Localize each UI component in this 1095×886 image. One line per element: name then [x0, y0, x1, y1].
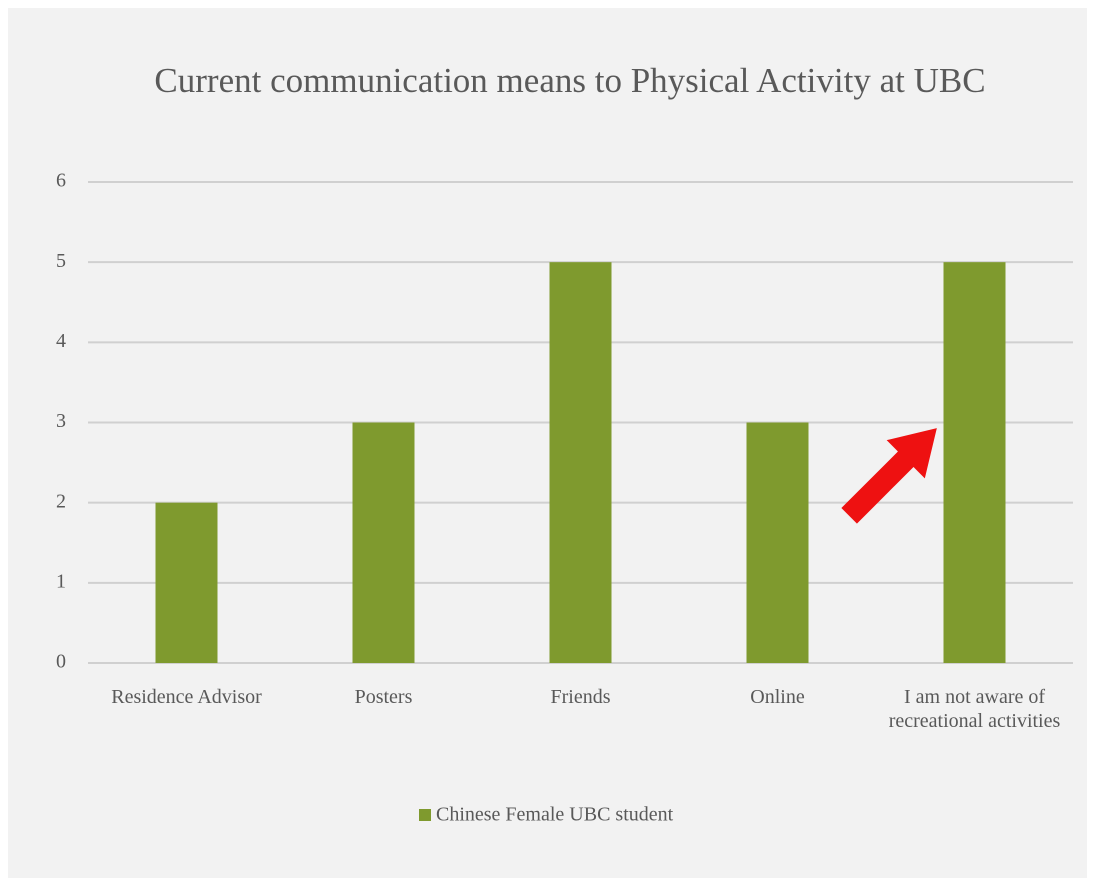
y-tick-label: 4 [56, 330, 66, 352]
x-tick-label: Friends [550, 686, 611, 708]
x-tick-label: I am not aware of recreational activitie… [888, 686, 1061, 732]
y-tick-label: 2 [56, 490, 66, 512]
y-tick-label: 3 [56, 410, 66, 432]
bar [746, 422, 809, 663]
y-tick-label: 1 [56, 570, 66, 592]
legend-label: Chinese Female UBC student [436, 804, 674, 826]
bar [943, 262, 1006, 663]
y-tick-label: 0 [56, 651, 66, 673]
x-tick-label: Online [750, 686, 805, 708]
chart-title: Current communication means to Physical … [154, 61, 986, 100]
arrow-annotation [841, 428, 937, 524]
legend-swatch [419, 809, 431, 821]
bar [352, 422, 415, 663]
bar [549, 262, 612, 663]
plot: 0 1 2 3 4 5 6 Chinese Female UBC student [56, 170, 1073, 826]
y-tick-label: 6 [56, 170, 66, 192]
y-tick-label: 5 [56, 250, 66, 272]
x-tick-label: Posters [354, 686, 413, 708]
bar [155, 502, 218, 663]
x-tick-label: Residence Advisor [111, 686, 262, 708]
